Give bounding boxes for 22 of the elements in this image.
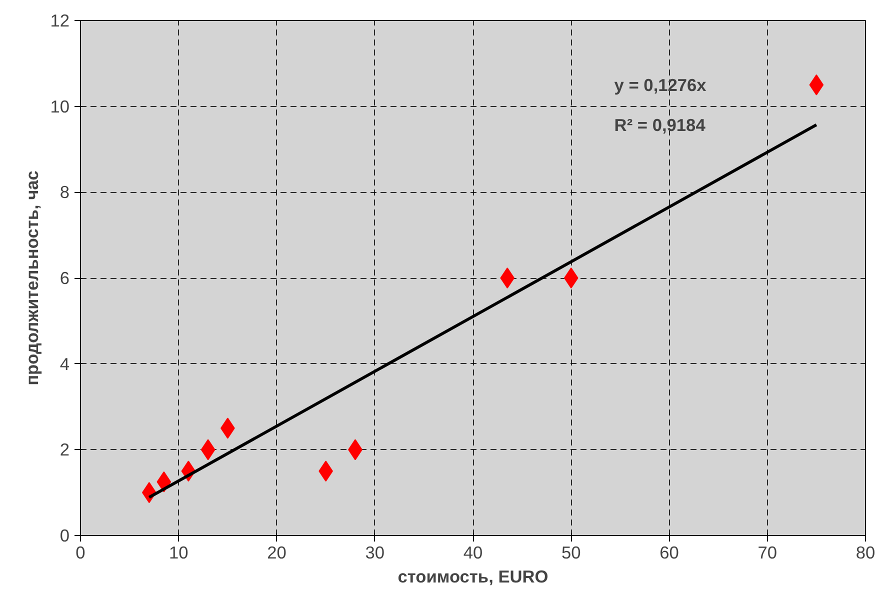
y-axis-title: продолжительность, час [22,170,42,386]
y-tick-label: 12 [50,10,70,30]
x-tick-label: 60 [660,542,679,562]
y-tick-label: 0 [60,526,70,546]
x-axis-title: стоимость, EURO [398,566,548,586]
y-tick-label: 8 [60,182,70,202]
annotation: R² = 0,9184 [614,114,706,135]
x-tick-label: 80 [856,542,876,562]
annotation: y = 0,1276x [614,74,707,95]
point [564,268,578,288]
y-tick-label: 2 [60,440,70,460]
x-tick-label: 0 [76,542,86,562]
x-tick-label: 30 [365,542,385,562]
point [500,268,515,288]
x-tick-label: 40 [463,542,483,562]
x-tick-label: 70 [758,542,778,562]
x-tick-label: 50 [561,542,581,562]
y-tick-label: 4 [60,354,70,374]
x-tick-label: 10 [168,542,188,562]
y-tick-label: 6 [60,268,70,288]
y-tick-label: 10 [50,96,70,116]
x-tick-label: 20 [267,542,286,562]
